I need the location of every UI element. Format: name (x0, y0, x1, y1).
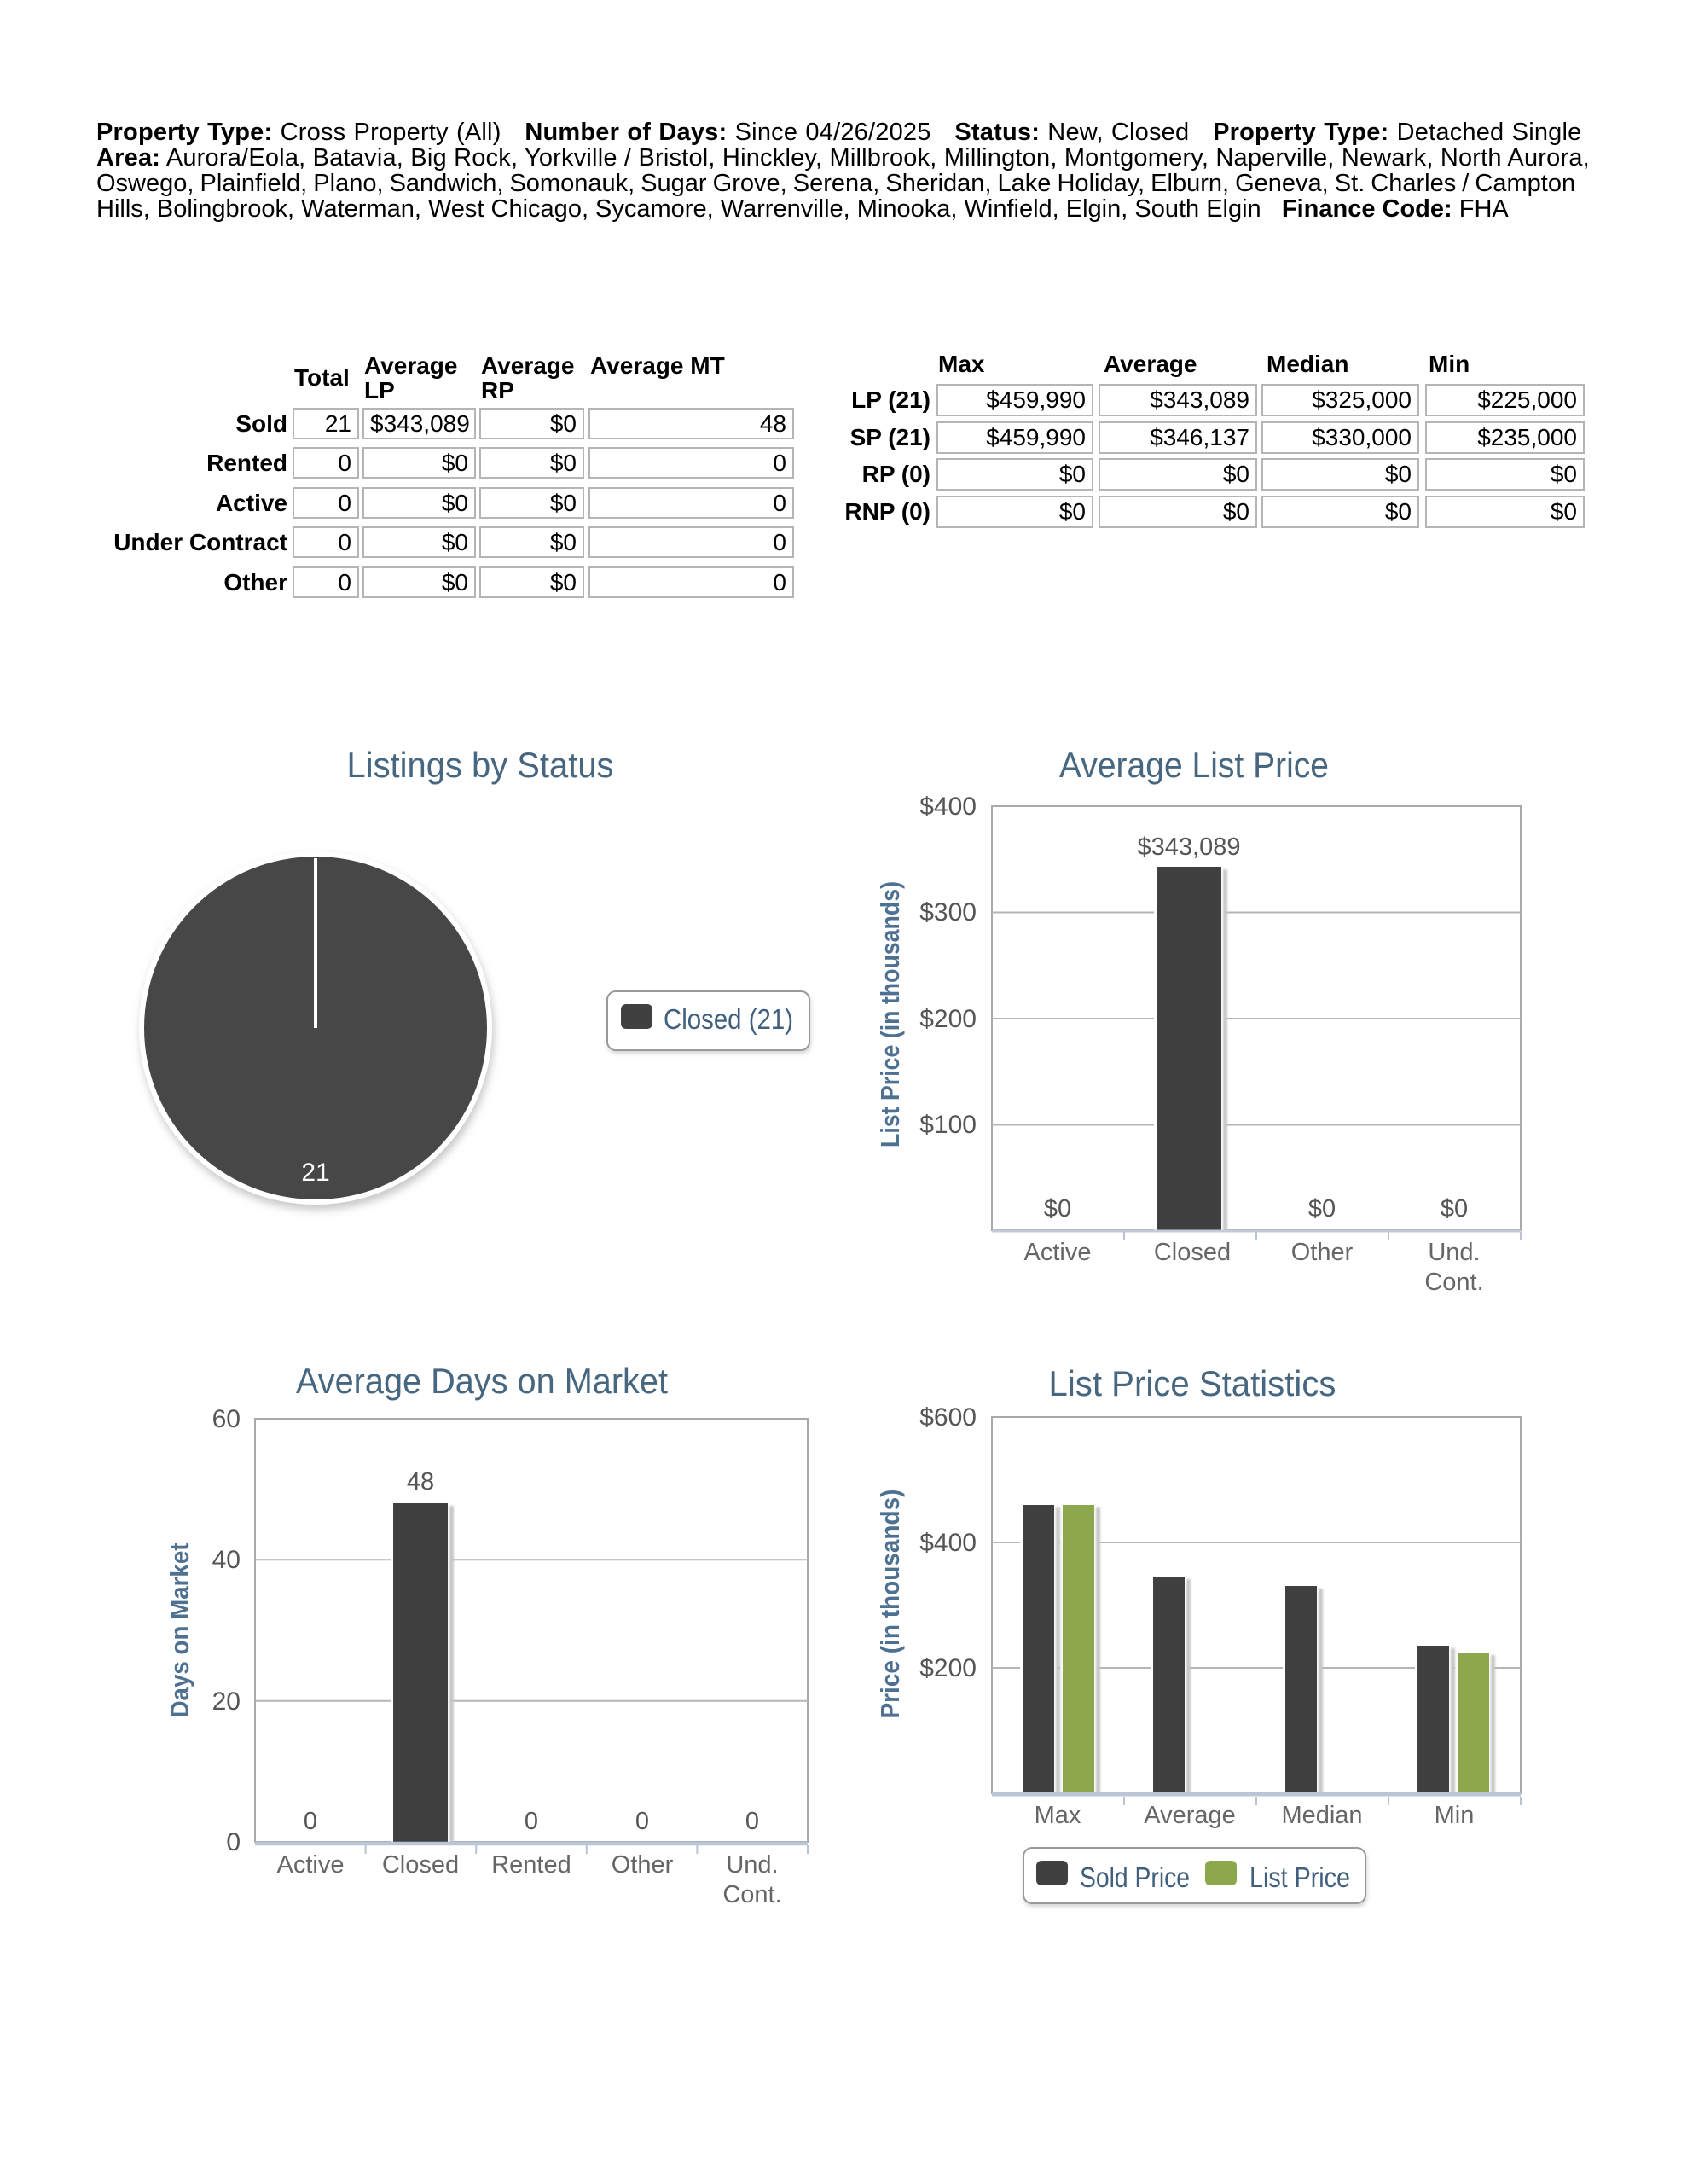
svg-text:Cont.: Cont. (1424, 1269, 1483, 1296)
svg-text:$343,089: $343,089 (1138, 834, 1241, 861)
svg-text:$300: $300 (919, 898, 977, 926)
svg-text:60: 60 (212, 1405, 241, 1433)
svg-text:Closed: Closed (1154, 1239, 1231, 1266)
svg-text:48: 48 (407, 1468, 434, 1496)
svg-text:Und.: Und. (726, 1851, 778, 1879)
svg-text:$600: $600 (919, 1403, 977, 1432)
svg-text:Average: Average (1144, 1802, 1236, 1829)
svg-text:Sold Price: Sold Price (1080, 1862, 1190, 1893)
svg-text:Min: Min (1435, 1802, 1475, 1829)
svg-text:Days on Market: Days on Market (165, 1543, 194, 1718)
svg-text:$100: $100 (919, 1111, 977, 1139)
svg-text:Und.: Und. (1428, 1239, 1480, 1266)
svg-text:20: 20 (212, 1687, 241, 1716)
svg-text:$0: $0 (1308, 1195, 1336, 1223)
svg-text:0: 0 (525, 1808, 538, 1835)
svg-text:$400: $400 (919, 1529, 977, 1557)
svg-text:$200: $200 (919, 1654, 977, 1682)
svg-text:Median: Median (1281, 1802, 1362, 1829)
svg-text:$0: $0 (1441, 1195, 1468, 1223)
svg-text:Max: Max (1035, 1802, 1081, 1829)
svg-text:Active: Active (277, 1851, 345, 1879)
svg-text:Price (in thousands): Price (in thousands) (875, 1490, 905, 1719)
svg-text:Average List Price: Average List Price (1059, 745, 1329, 785)
svg-text:Closed: Closed (382, 1851, 459, 1879)
svg-text:$0: $0 (1044, 1195, 1071, 1223)
svg-text:Average Days on Market: Average Days on Market (296, 1361, 668, 1401)
svg-text:Listings by Status: Listings by Status (347, 745, 614, 785)
svg-text:List Price: List Price (1249, 1862, 1350, 1893)
svg-text:List Price (in thousands): List Price (in thousands) (875, 881, 905, 1147)
svg-text:Other: Other (1291, 1239, 1354, 1266)
svg-text:21: 21 (301, 1159, 329, 1187)
svg-text:0: 0 (635, 1808, 649, 1835)
svg-text:List Price Statistics: List Price Statistics (1049, 1363, 1336, 1403)
svg-text:Other: Other (612, 1851, 674, 1879)
svg-text:0: 0 (304, 1808, 317, 1835)
svg-text:Cont.: Cont. (722, 1881, 781, 1908)
svg-text:Rented: Rented (491, 1851, 571, 1879)
svg-text:40: 40 (212, 1546, 241, 1574)
svg-text:Active: Active (1024, 1239, 1092, 1266)
svg-text:$200: $200 (919, 1005, 977, 1033)
svg-text:Closed (21): Closed (21) (664, 1003, 793, 1035)
svg-text:0: 0 (745, 1808, 759, 1835)
svg-text:$400: $400 (919, 793, 977, 821)
svg-text:0: 0 (226, 1828, 241, 1856)
